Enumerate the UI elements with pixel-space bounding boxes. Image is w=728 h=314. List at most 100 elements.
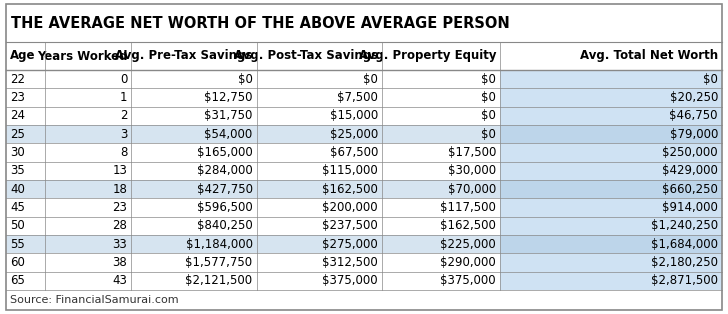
Text: $165,000: $165,000 <box>197 146 253 159</box>
Bar <box>131 253 256 272</box>
Bar <box>45 143 131 162</box>
Text: 50: 50 <box>10 219 25 232</box>
Text: $312,500: $312,500 <box>323 256 378 269</box>
Text: 28: 28 <box>112 219 127 232</box>
Bar <box>382 272 500 290</box>
Text: $20,250: $20,250 <box>670 91 718 104</box>
Text: $67,500: $67,500 <box>330 146 378 159</box>
Bar <box>131 70 256 88</box>
Bar <box>256 180 382 198</box>
Bar <box>6 235 45 253</box>
Bar <box>6 70 45 88</box>
Bar <box>382 143 500 162</box>
Text: $162,500: $162,500 <box>440 219 496 232</box>
Bar <box>500 198 722 217</box>
Text: 13: 13 <box>112 164 127 177</box>
Text: $1,184,000: $1,184,000 <box>186 238 253 251</box>
Bar <box>131 198 256 217</box>
Bar <box>256 272 382 290</box>
Bar <box>382 70 500 88</box>
Text: $0: $0 <box>703 73 718 86</box>
Bar <box>6 4 722 42</box>
Text: $115,000: $115,000 <box>323 164 378 177</box>
Text: $1,684,000: $1,684,000 <box>651 238 718 251</box>
Text: 55: 55 <box>10 238 25 251</box>
Bar <box>382 198 500 217</box>
Text: $31,750: $31,750 <box>205 109 253 122</box>
Bar <box>256 235 382 253</box>
Bar <box>45 88 131 107</box>
Bar <box>6 88 45 107</box>
Bar <box>131 235 256 253</box>
Text: $914,000: $914,000 <box>662 201 718 214</box>
Text: $1,577,750: $1,577,750 <box>186 256 253 269</box>
Bar <box>382 180 500 198</box>
Bar <box>500 143 722 162</box>
Text: 2: 2 <box>120 109 127 122</box>
Bar <box>45 125 131 143</box>
Text: Avg. Post-Tax Savings: Avg. Post-Tax Savings <box>234 50 378 62</box>
Bar <box>45 107 131 125</box>
Text: $1,240,250: $1,240,250 <box>651 219 718 232</box>
Text: 24: 24 <box>10 109 25 122</box>
Text: $200,000: $200,000 <box>323 201 378 214</box>
Text: $12,750: $12,750 <box>204 91 253 104</box>
Bar <box>6 42 722 70</box>
Bar <box>500 272 722 290</box>
Text: Source: FinancialSamurai.com: Source: FinancialSamurai.com <box>10 295 178 305</box>
Text: 3: 3 <box>120 128 127 141</box>
Text: 65: 65 <box>10 274 25 287</box>
Text: $30,000: $30,000 <box>448 164 496 177</box>
Bar <box>256 217 382 235</box>
Bar <box>6 253 45 272</box>
Text: 38: 38 <box>113 256 127 269</box>
Bar <box>382 88 500 107</box>
Bar <box>6 107 45 125</box>
Text: 0: 0 <box>120 73 127 86</box>
Bar <box>500 235 722 253</box>
Text: $0: $0 <box>481 73 496 86</box>
Bar <box>45 198 131 217</box>
Bar <box>500 253 722 272</box>
Text: $596,500: $596,500 <box>197 201 253 214</box>
Bar <box>500 88 722 107</box>
Bar <box>256 198 382 217</box>
Text: $375,000: $375,000 <box>323 274 378 287</box>
Text: $2,121,500: $2,121,500 <box>186 274 253 287</box>
Text: 8: 8 <box>120 146 127 159</box>
Text: $0: $0 <box>481 109 496 122</box>
Bar <box>45 235 131 253</box>
Bar <box>382 235 500 253</box>
Bar <box>45 253 131 272</box>
Text: 25: 25 <box>10 128 25 141</box>
Text: $46,750: $46,750 <box>670 109 718 122</box>
Bar <box>256 253 382 272</box>
Bar <box>382 253 500 272</box>
Bar <box>382 125 500 143</box>
Bar <box>131 272 256 290</box>
Text: 43: 43 <box>112 274 127 287</box>
Bar <box>6 198 45 217</box>
Text: 18: 18 <box>112 183 127 196</box>
Text: 45: 45 <box>10 201 25 214</box>
Text: Avg. Pre-Tax Savings: Avg. Pre-Tax Savings <box>115 50 253 62</box>
Bar <box>6 272 45 290</box>
Text: $284,000: $284,000 <box>197 164 253 177</box>
Bar <box>382 217 500 235</box>
Bar <box>500 125 722 143</box>
Text: $840,250: $840,250 <box>197 219 253 232</box>
Text: $17,500: $17,500 <box>448 146 496 159</box>
Text: $15,000: $15,000 <box>330 109 378 122</box>
Text: $660,250: $660,250 <box>662 183 718 196</box>
Text: $0: $0 <box>481 128 496 141</box>
Bar <box>131 162 256 180</box>
Text: THE AVERAGE NET WORTH OF THE ABOVE AVERAGE PERSON: THE AVERAGE NET WORTH OF THE ABOVE AVERA… <box>11 15 510 30</box>
Bar <box>131 217 256 235</box>
Bar <box>45 70 131 88</box>
Text: 40: 40 <box>10 183 25 196</box>
Bar <box>131 143 256 162</box>
Bar <box>45 217 131 235</box>
Text: $25,000: $25,000 <box>330 128 378 141</box>
Text: $0: $0 <box>238 73 253 86</box>
Bar <box>131 125 256 143</box>
